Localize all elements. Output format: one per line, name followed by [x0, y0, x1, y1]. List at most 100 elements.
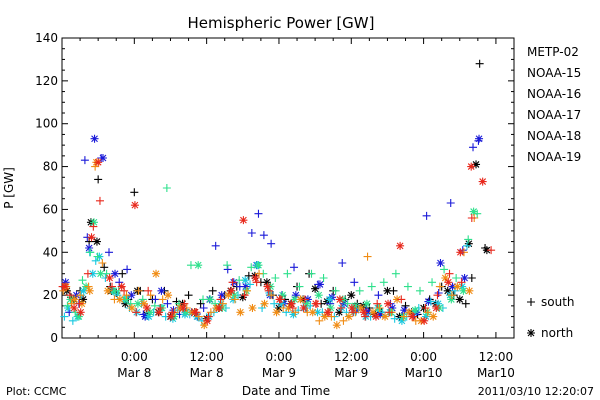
south-marker: [374, 291, 383, 300]
north-marker: [311, 284, 320, 293]
north-marker: [311, 299, 320, 308]
x-tick-time: 12:00: [189, 350, 224, 364]
north-marker: [180, 310, 189, 319]
north-marker: [396, 241, 405, 250]
south-marker: [60, 312, 69, 321]
x-tick-time: 0:00: [265, 350, 292, 364]
north-marker: [191, 308, 200, 317]
north-marker: [272, 308, 281, 317]
south-marker: [375, 304, 384, 312]
south-marker: [240, 291, 249, 300]
south-marker: [415, 286, 424, 295]
north-marker: [436, 259, 445, 267]
y-tick-label: 20: [43, 288, 58, 302]
north-marker: [274, 304, 283, 312]
north-marker: [384, 299, 393, 308]
south-marker: [452, 274, 461, 282]
legend-entry: NOAA-19: [527, 150, 581, 164]
north-marker: [368, 308, 377, 317]
south-marker: [343, 299, 352, 308]
marker-legend-label: north: [541, 326, 573, 340]
north-marker: [284, 304, 293, 312]
south-marker: [68, 316, 77, 325]
north-marker: [127, 291, 136, 300]
north-marker: [236, 308, 245, 317]
north-marker: [238, 293, 247, 302]
south-marker: [300, 295, 309, 304]
x-tick-labels: 0:00 Mar 8 12:00 Mar 8 0:00 Mar 9 12:00 Mar 9 0:…: [117, 350, 515, 380]
north-marker: [217, 291, 226, 300]
north-marker: [371, 312, 380, 321]
north-marker: [90, 134, 99, 143]
north-marker: [277, 299, 286, 308]
north-marker: [92, 237, 101, 246]
south-marker: [122, 291, 131, 300]
south-marker: [267, 291, 276, 300]
north-marker: [359, 308, 368, 317]
north-marker: [325, 295, 334, 304]
north-marker: [420, 316, 429, 325]
north-marker: [61, 278, 70, 287]
north-marker: [241, 282, 250, 291]
north-marker: [447, 295, 456, 304]
south-marker: [339, 316, 348, 325]
south-marker: [421, 304, 430, 312]
north-marker: [472, 160, 481, 169]
north-marker: [70, 295, 79, 304]
south-marker: [196, 299, 205, 308]
south-marker: [464, 235, 473, 244]
south-marker: [80, 156, 89, 165]
south-marker: [247, 263, 256, 272]
north-marker: [117, 282, 126, 291]
plot-axes: [61, 37, 515, 339]
north-marker: [376, 310, 385, 319]
south-marker: [487, 246, 496, 255]
north-marker: [296, 295, 305, 304]
north-marker: [241, 276, 250, 285]
south-marker: [150, 301, 159, 310]
north-marker: [85, 286, 94, 295]
south-marker: [247, 229, 256, 237]
south-marker: [115, 278, 124, 287]
north-marker: [308, 308, 317, 317]
north-marker: [251, 274, 260, 282]
north-marker: [121, 295, 130, 304]
south-marker: [367, 282, 376, 291]
south-marker: [223, 261, 232, 270]
north-marker: [142, 304, 151, 312]
south-marker: [283, 269, 292, 278]
north-marker: [464, 239, 473, 248]
data-markers: [58, 59, 496, 330]
x-tick-date: Mar 8: [190, 366, 224, 380]
south-marker: [199, 295, 208, 304]
north-marker: [364, 308, 373, 317]
north-marker: [400, 306, 409, 315]
north-marker: [144, 312, 153, 321]
south-marker: [461, 299, 470, 308]
north-marker: [444, 278, 453, 287]
south-marker: [428, 278, 437, 287]
south-marker: [118, 269, 127, 278]
south-marker: [162, 184, 171, 192]
north-marker: [121, 299, 130, 308]
north-marker: [429, 312, 438, 321]
south-marker: [319, 274, 328, 282]
north-marker: [265, 289, 274, 297]
north-marker: [335, 308, 344, 317]
x-tick-date: Mar 8: [117, 366, 151, 380]
south-marker: [158, 295, 167, 304]
south-marker: [399, 312, 408, 321]
north-marker: [139, 299, 148, 308]
south-marker: [295, 282, 304, 291]
south-marker: [337, 304, 346, 312]
south-marker: [186, 261, 195, 270]
south-marker: [457, 278, 466, 287]
north-marker: [94, 158, 103, 167]
south-marker: [78, 276, 87, 285]
south-marker: [433, 291, 442, 300]
south-marker: [146, 291, 155, 300]
north-marker: [127, 304, 136, 312]
north-marker: [350, 301, 359, 310]
north-marker: [87, 233, 96, 242]
